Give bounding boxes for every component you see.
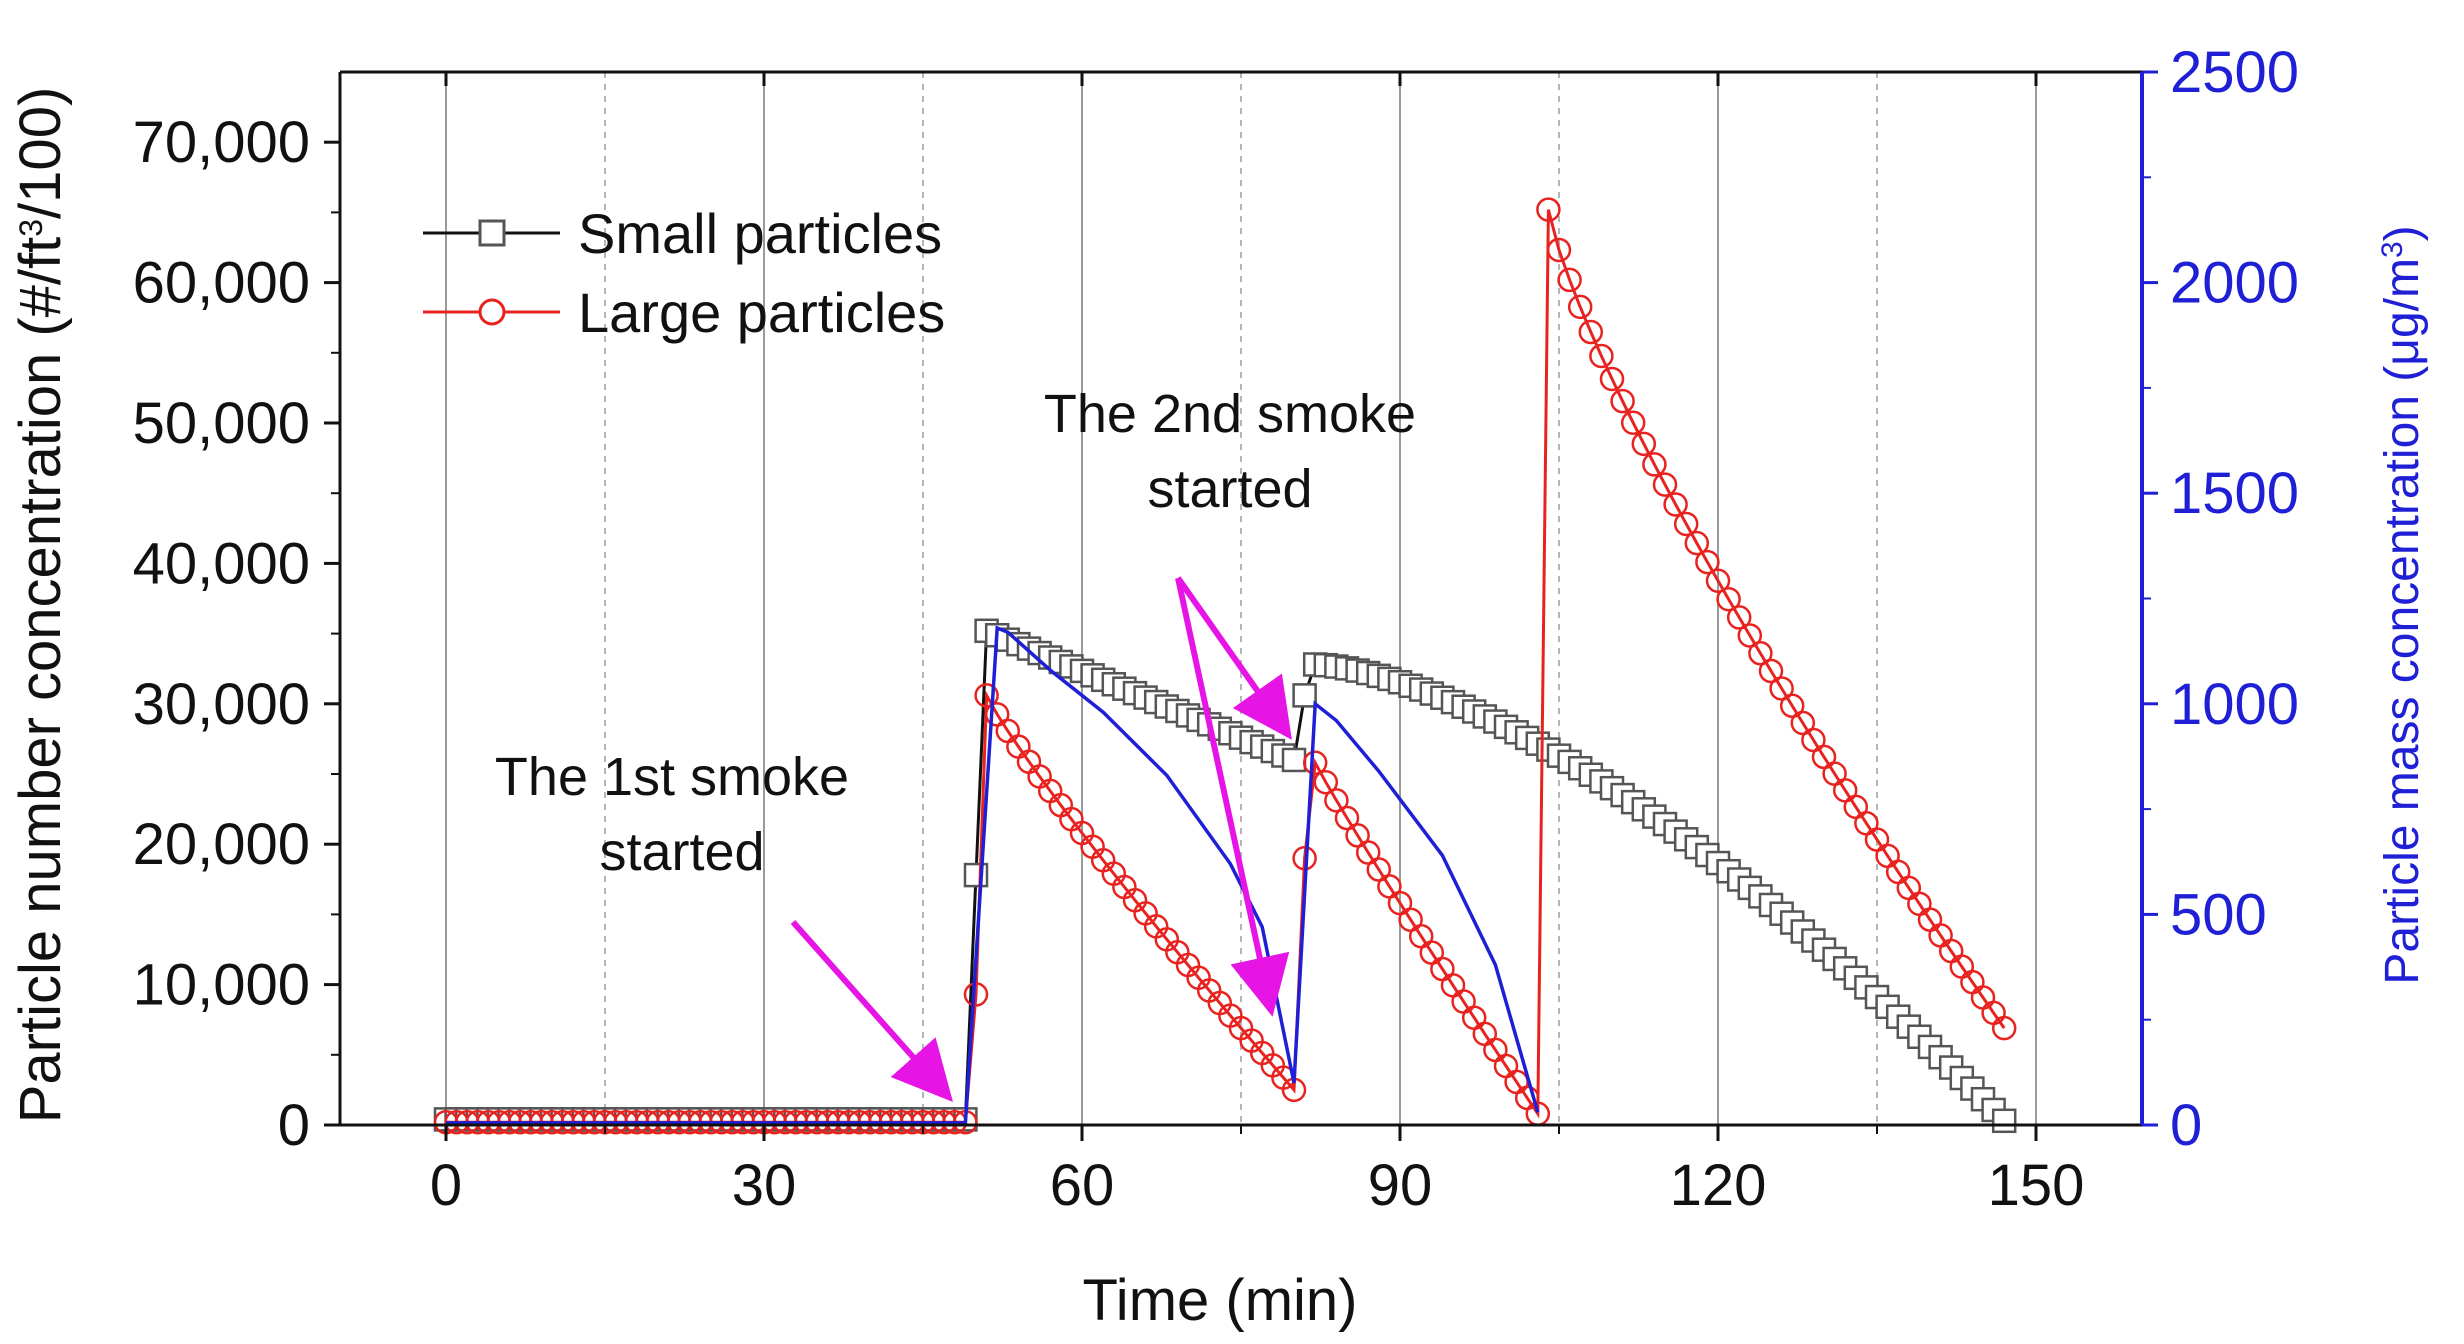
large-particle-point bbox=[1758, 658, 1784, 684]
large-particle-point bbox=[1567, 294, 1593, 320]
y-right-tick-label: 1500 bbox=[2170, 461, 2299, 526]
large-particle-point bbox=[1684, 530, 1710, 556]
series-layer bbox=[433, 197, 2017, 1135]
y-right-tick-label: 0 bbox=[2170, 1093, 2202, 1158]
large-particle-point bbox=[1695, 549, 1720, 575]
large-particle-point bbox=[1673, 511, 1699, 537]
legend-item-small: Small particles bbox=[423, 202, 942, 265]
y-right-tick-label: 500 bbox=[2170, 882, 2267, 947]
annotation-arrow-2nd-b bbox=[1175, 577, 1290, 1017]
large-particle-point bbox=[1642, 452, 1667, 477]
small-particle-point bbox=[1281, 747, 1307, 773]
large-particle-point bbox=[974, 683, 999, 708]
large-particle-point bbox=[1737, 623, 1763, 648]
y-right-tick-label: 2000 bbox=[2170, 251, 2299, 316]
large-particle-point bbox=[1663, 492, 1688, 517]
small-particle-point bbox=[963, 862, 989, 888]
annotation-arrow-2nd-a bbox=[1175, 576, 1292, 740]
y-left-tick-label: 10,000 bbox=[133, 953, 310, 1018]
large-particle-point bbox=[1345, 823, 1370, 848]
x-tick-label: 150 bbox=[1988, 1153, 2085, 1218]
large-particle-point bbox=[1578, 319, 1604, 345]
large-particle-point bbox=[1705, 568, 1731, 593]
large-particle-point bbox=[1302, 750, 1328, 776]
large-particle-point bbox=[1536, 197, 1561, 222]
annotation-1st-line2: started bbox=[599, 822, 764, 882]
large-particle-point bbox=[1599, 366, 1625, 392]
y-left-tick-label: 0 bbox=[278, 1093, 310, 1158]
large-particle-point bbox=[1748, 641, 1773, 666]
large-particle-point bbox=[1546, 237, 1572, 263]
large-particle-point bbox=[1313, 769, 1339, 795]
annotations: The 1st smoke started The 2nd smoke star… bbox=[495, 384, 1416, 1102]
y-right-tick-label: 2500 bbox=[2170, 40, 2299, 105]
small-particle-point bbox=[1991, 1108, 2017, 1134]
axes: 0 30 60 90 120 150010,00020,00030,00040,00050… bbox=[133, 40, 2299, 1218]
y-right-tick-label: 1000 bbox=[2170, 672, 2299, 737]
large-particle-point bbox=[1652, 472, 1678, 497]
large-particle-point bbox=[1769, 676, 1794, 701]
large-particle-point bbox=[1334, 805, 1360, 831]
legend-item-large: Large particles bbox=[423, 281, 945, 344]
annotation-2nd-line2: started bbox=[1147, 459, 1312, 519]
legend-label-small: Small particles bbox=[578, 202, 942, 265]
y-left-tick-label: 20,000 bbox=[133, 812, 310, 877]
annotation-arrow-1st bbox=[790, 920, 953, 1102]
legend-label-large: Large particles bbox=[578, 281, 945, 344]
y-left-tick-label: 30,000 bbox=[133, 672, 310, 737]
small-particle-point bbox=[1292, 683, 1317, 708]
large-particle-point bbox=[1324, 788, 1349, 813]
x-tick-label: 120 bbox=[1670, 1153, 1767, 1218]
y-axis-right-title: Particle mass concentration (μg/m3) bbox=[2376, 225, 2429, 984]
large-particle-point bbox=[1716, 586, 1741, 612]
large-particle-point bbox=[1557, 267, 1582, 293]
x-tick-label: 60 bbox=[1050, 1153, 1115, 1218]
y-left-tick-label: 50,000 bbox=[133, 391, 310, 456]
large-particle-point bbox=[1991, 1015, 2017, 1041]
large-particle-point bbox=[1779, 693, 1805, 719]
y-left-tick-label: 40,000 bbox=[133, 531, 310, 596]
annotation-2nd-line1: The 2nd smoke bbox=[1044, 384, 1416, 444]
large-particle-point bbox=[1610, 388, 1635, 414]
large-particle-point bbox=[1631, 431, 1657, 457]
large-particle-point bbox=[1726, 605, 1752, 630]
y-left-tick-label: 60,000 bbox=[133, 251, 310, 316]
x-tick-label: 30 bbox=[732, 1153, 797, 1218]
large-particle-point bbox=[1620, 410, 1646, 436]
legend: Small particles Large particles bbox=[423, 202, 945, 344]
x-tick-label: 90 bbox=[1368, 1153, 1433, 1218]
x-tick-label: 0 bbox=[430, 1153, 462, 1218]
large-particle-point bbox=[1589, 343, 1614, 369]
y-left-tick-label: 70,000 bbox=[133, 110, 310, 175]
annotation-1st-line1: The 1st smoke bbox=[495, 747, 849, 807]
y-axis-left-title: Particle number concentration (#/ft3/100… bbox=[8, 87, 73, 1124]
x-axis-title: Time (min) bbox=[1083, 1268, 1358, 1333]
